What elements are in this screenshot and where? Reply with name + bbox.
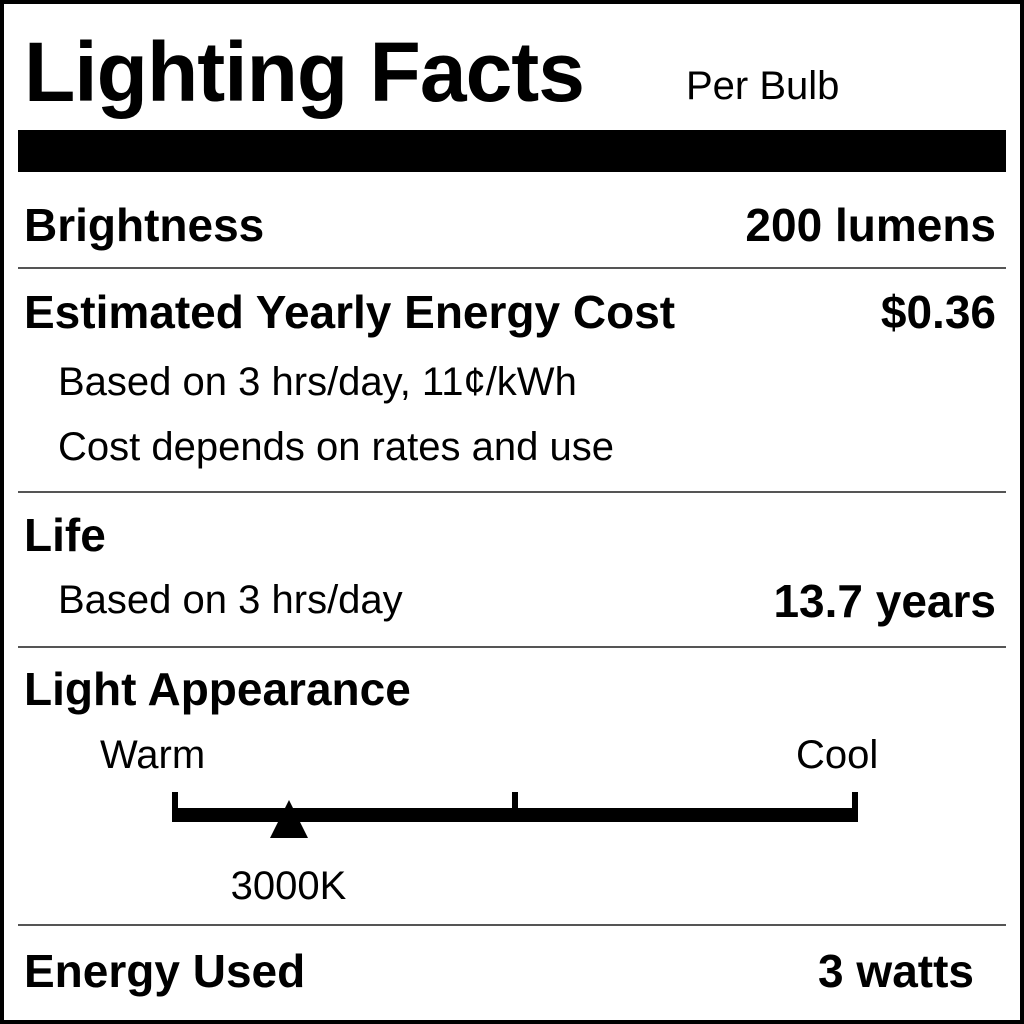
scale-tick — [852, 792, 858, 822]
color-temperature-marker — [269, 800, 308, 838]
life-value: 13.7 years — [773, 575, 996, 627]
energy-cost-note: Based on 3 hrs/day, 11¢/kWh — [58, 360, 577, 404]
energy-used-label: Energy Used — [24, 945, 306, 997]
cool-label: Cool — [796, 733, 879, 777]
scale-tick — [172, 792, 178, 822]
energy-used-value: 3 watts — [818, 945, 974, 997]
life-note: Based on 3 hrs/day — [58, 578, 403, 622]
energy-cost-label: Estimated Yearly Energy Cost — [24, 286, 676, 338]
energy-cost-note: Cost depends on rates and use — [58, 425, 614, 469]
scale-tick — [512, 792, 518, 822]
divider — [18, 646, 1006, 648]
color-temperature-value: 3000K — [230, 864, 347, 908]
divider — [18, 491, 1006, 493]
label-subtitle: Per Bulb — [686, 64, 840, 108]
energy-cost-value: $0.36 — [880, 286, 996, 338]
brightness-value: 200 lumens — [745, 199, 996, 251]
life-label: Life — [24, 509, 106, 561]
warm-label: Warm — [100, 733, 206, 777]
brightness-label: Brightness — [24, 199, 265, 251]
divider — [18, 267, 1006, 269]
light-appearance-label: Light Appearance — [24, 663, 411, 715]
label-title: Lighting Facts — [24, 25, 585, 119]
header-bar — [18, 130, 1006, 172]
divider — [18, 924, 1006, 926]
